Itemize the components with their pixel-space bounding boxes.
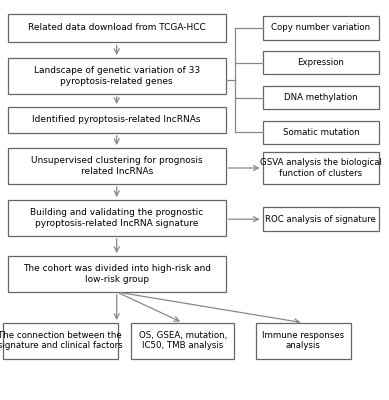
Text: Identified pyroptosis-related lncRNAs: Identified pyroptosis-related lncRNAs bbox=[32, 116, 201, 124]
Text: Building and validating the prognostic
pyroptosis-related lncRNA signature: Building and validating the prognostic p… bbox=[30, 208, 203, 228]
FancyBboxPatch shape bbox=[8, 200, 226, 236]
Text: OS, GSEA, mutation,
IC50, TMB analysis: OS, GSEA, mutation, IC50, TMB analysis bbox=[139, 331, 227, 350]
FancyBboxPatch shape bbox=[131, 323, 234, 359]
Text: Unsupervised clustering for prognosis
related lncRNAs: Unsupervised clustering for prognosis re… bbox=[31, 156, 203, 176]
Text: DNA methylation: DNA methylation bbox=[284, 93, 358, 102]
Text: Expression: Expression bbox=[298, 58, 344, 67]
FancyBboxPatch shape bbox=[263, 121, 379, 144]
FancyBboxPatch shape bbox=[256, 323, 351, 359]
FancyBboxPatch shape bbox=[8, 107, 226, 133]
FancyBboxPatch shape bbox=[8, 14, 226, 42]
FancyBboxPatch shape bbox=[263, 207, 379, 231]
FancyBboxPatch shape bbox=[263, 86, 379, 109]
Text: Immune responses
analysis: Immune responses analysis bbox=[262, 331, 345, 350]
Text: The cohort was divided into high-risk and
low-risk group: The cohort was divided into high-risk an… bbox=[23, 264, 211, 284]
Text: Copy number variation: Copy number variation bbox=[272, 24, 370, 32]
Text: Landscape of genetic variation of 33
pyroptosis-related genes: Landscape of genetic variation of 33 pyr… bbox=[33, 66, 200, 86]
FancyBboxPatch shape bbox=[3, 323, 117, 359]
Text: The connection between the
signature and clinical factors: The connection between the signature and… bbox=[0, 331, 123, 350]
FancyBboxPatch shape bbox=[8, 256, 226, 292]
FancyBboxPatch shape bbox=[263, 152, 379, 184]
FancyBboxPatch shape bbox=[263, 51, 379, 74]
Text: ROC analysis of signature: ROC analysis of signature bbox=[265, 215, 377, 224]
Text: Somatic mutation: Somatic mutation bbox=[283, 128, 359, 137]
Text: GSVA analysis the biological
function of clusters: GSVA analysis the biological function of… bbox=[260, 158, 382, 178]
Text: Related data download from TCGA-HCC: Related data download from TCGA-HCC bbox=[28, 24, 205, 32]
FancyBboxPatch shape bbox=[8, 58, 226, 94]
FancyBboxPatch shape bbox=[263, 16, 379, 40]
FancyBboxPatch shape bbox=[8, 148, 226, 184]
